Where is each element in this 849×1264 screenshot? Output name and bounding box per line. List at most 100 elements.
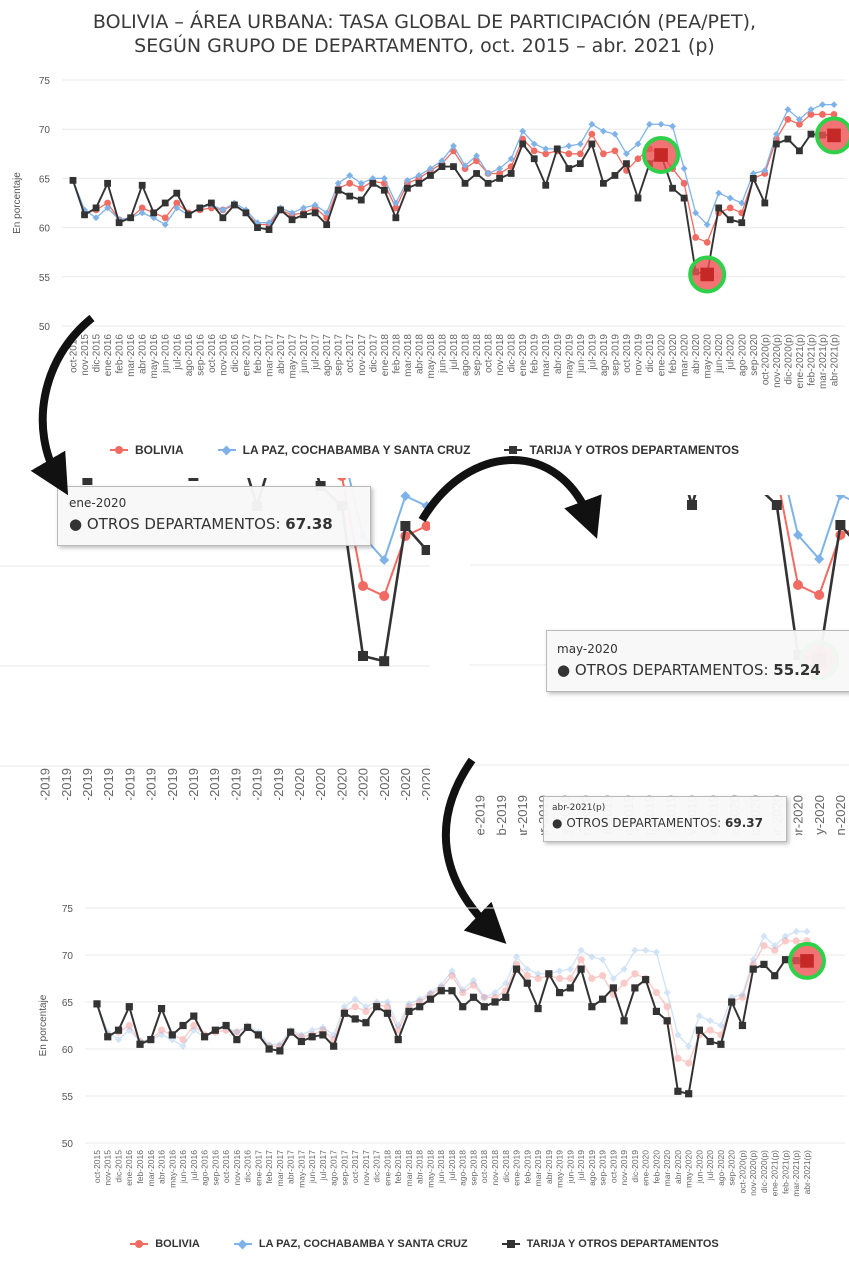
data-point[interactable] (784, 115, 792, 123)
data-point[interactable] (507, 155, 515, 163)
data-point[interactable] (416, 1003, 424, 1011)
data-point[interactable] (448, 987, 456, 995)
data-point[interactable] (692, 234, 700, 241)
data-point[interactable] (233, 1036, 241, 1044)
data-point[interactable] (781, 956, 790, 964)
data-point[interactable] (542, 145, 550, 153)
data-point[interactable] (346, 179, 354, 187)
data-point[interactable] (512, 965, 521, 973)
data-point[interactable] (473, 170, 480, 177)
data-point[interactable] (400, 521, 411, 531)
data-point[interactable] (357, 196, 365, 204)
data-point[interactable] (620, 1017, 628, 1025)
data-point[interactable] (496, 175, 504, 182)
data-point[interactable] (330, 1042, 338, 1050)
data-point[interactable] (173, 204, 181, 212)
data-point[interactable] (362, 1007, 370, 1015)
data-point[interactable] (588, 120, 596, 128)
data-point[interactable] (244, 1023, 252, 1031)
data-point[interactable] (577, 965, 585, 973)
data-point[interactable] (706, 1017, 714, 1025)
data-point[interactable] (373, 1003, 381, 1011)
data-point[interactable] (491, 989, 499, 997)
data-point[interactable] (609, 984, 617, 992)
data-point[interactable] (611, 130, 619, 138)
data-point[interactable] (669, 122, 676, 130)
data-point[interactable] (646, 120, 653, 128)
data-point[interactable] (190, 1021, 198, 1030)
data-point[interactable] (157, 1031, 166, 1039)
data-point[interactable] (254, 1031, 262, 1039)
data-point[interactable] (469, 981, 478, 989)
data-point[interactable] (405, 1000, 413, 1008)
data-point[interactable] (277, 206, 284, 214)
data-point[interactable] (781, 937, 790, 945)
data-point[interactable] (287, 1028, 295, 1036)
data-point[interactable] (297, 1037, 305, 1046)
data-point[interactable] (642, 946, 650, 954)
data-point[interactable] (362, 1019, 370, 1027)
data-point[interactable] (674, 1031, 682, 1039)
data-point[interactable] (323, 221, 331, 229)
data-point[interactable] (792, 937, 800, 945)
data-point[interactable] (819, 111, 826, 118)
data-point[interactable] (807, 111, 815, 118)
data-point[interactable] (576, 140, 584, 148)
data-point[interactable] (565, 150, 573, 158)
data-point[interactable] (738, 219, 746, 227)
data-point[interactable] (168, 1036, 176, 1044)
data-point[interactable] (738, 1021, 747, 1030)
data-point[interactable] (588, 974, 596, 983)
data-point[interactable] (706, 1037, 714, 1046)
data-point[interactable] (599, 956, 607, 964)
data-point[interactable] (334, 179, 342, 187)
data-point[interactable] (469, 993, 478, 1001)
data-point[interactable] (127, 214, 135, 222)
data-point[interactable] (319, 1023, 327, 1031)
data-point[interactable] (599, 179, 607, 187)
data-point[interactable] (502, 993, 510, 1001)
data-point[interactable] (459, 989, 467, 997)
legend-item-tarija[interactable]: TARIJA Y OTROS DEPARTAMENTOS (504, 443, 739, 457)
data-point[interactable] (555, 974, 564, 983)
data-point[interactable] (542, 150, 550, 158)
data-point[interactable] (491, 998, 499, 1006)
data-point[interactable] (392, 214, 400, 222)
data-point[interactable] (484, 170, 492, 177)
data-point[interactable] (138, 181, 146, 189)
data-point[interactable] (362, 1003, 370, 1011)
data-point[interactable] (796, 147, 803, 155)
data-point[interactable] (814, 554, 825, 564)
legend-item-lpcs[interactable]: LA PAZ, COCHABAMBA Y SANTA CRUZ (233, 1238, 468, 1250)
data-point[interactable] (288, 209, 296, 217)
data-point[interactable] (104, 179, 111, 187)
data-point[interactable] (438, 163, 446, 170)
data-point[interactable] (330, 1031, 338, 1039)
data-point[interactable] (588, 953, 596, 961)
data-point[interactable] (114, 1026, 123, 1034)
data-point[interactable] (507, 170, 515, 177)
data-point[interactable] (357, 184, 365, 192)
data-point[interactable] (125, 1003, 133, 1011)
data-point[interactable] (599, 150, 607, 158)
data-point[interactable] (519, 127, 527, 135)
data-point[interactable] (190, 1012, 198, 1020)
data-point[interactable] (530, 155, 538, 163)
data-point[interactable] (351, 1015, 359, 1023)
data-point[interactable] (392, 204, 400, 212)
data-point[interactable] (450, 142, 457, 150)
data-point[interactable] (357, 179, 365, 187)
data-point[interactable] (663, 989, 671, 997)
data-point[interactable] (265, 1045, 273, 1053)
data-point[interactable] (358, 581, 368, 591)
data-point[interactable] (288, 216, 296, 224)
data-point[interactable] (793, 580, 803, 590)
data-point[interactable] (323, 209, 331, 217)
data-point[interactable] (383, 1009, 392, 1017)
data-point[interactable] (512, 953, 521, 961)
data-point[interactable] (760, 960, 768, 968)
data-point[interactable] (835, 520, 846, 530)
data-point[interactable] (426, 995, 435, 1003)
data-point[interactable] (346, 172, 354, 179)
data-point[interactable] (300, 204, 308, 212)
